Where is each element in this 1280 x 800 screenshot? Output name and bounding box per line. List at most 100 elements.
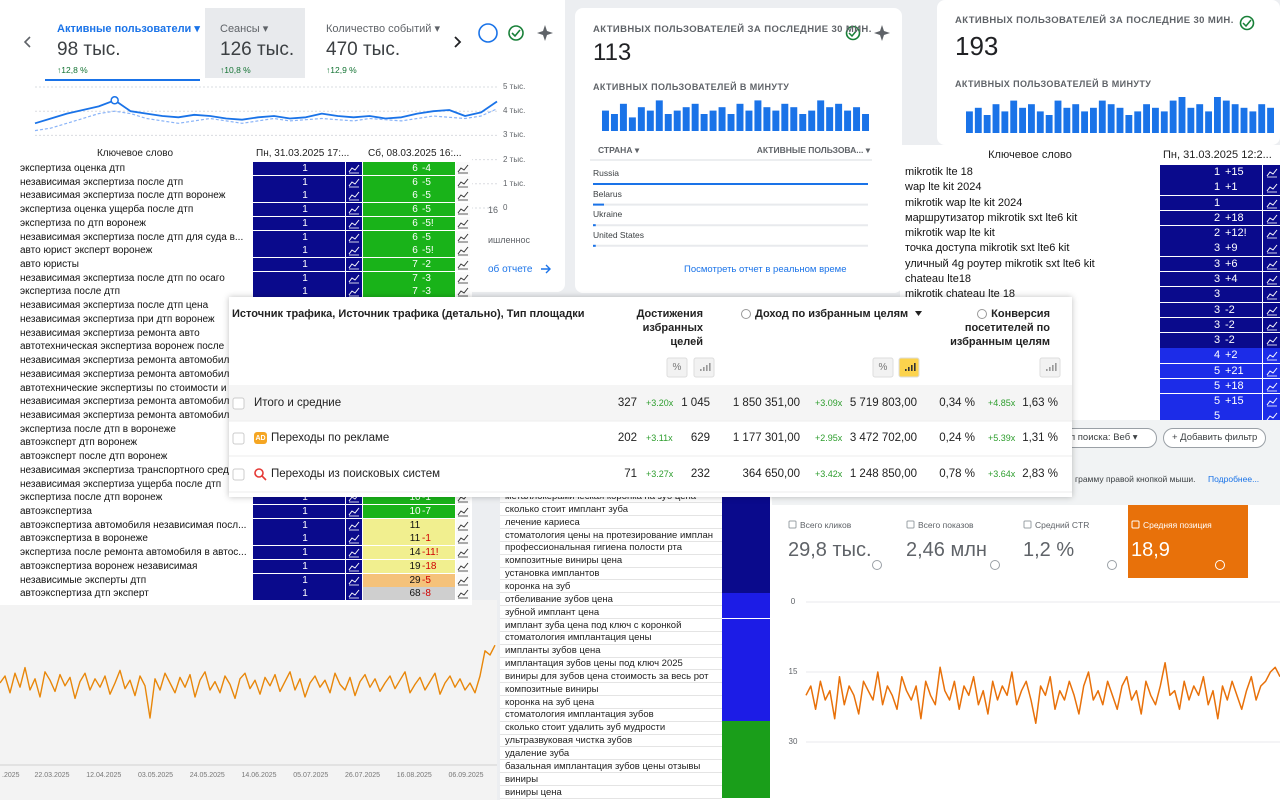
bar	[1134, 111, 1142, 133]
percent-toggle[interactable]	[872, 357, 894, 378]
x-tick-label: 26.07.2025	[344, 772, 381, 779]
bar	[593, 224, 596, 227]
graphic	[457, 164, 469, 174]
bar	[1090, 107, 1097, 133]
keyword-cell: автотехнические экспертизы по стоимости …	[20, 382, 252, 396]
line-series	[34, 108, 498, 132]
position: 7	[412, 272, 418, 284]
keyword: сколько стоит удалить зуб мудрости	[505, 722, 666, 734]
tab-label: Активные пользователи ▾	[57, 23, 200, 35]
position: 1	[302, 176, 308, 188]
keyword: независимая экспертиза транспортного сре…	[20, 464, 229, 476]
column-header: Конверсия	[991, 308, 1050, 320]
row-rule	[500, 605, 722, 606]
position-change: +6	[1225, 257, 1238, 270]
graphic	[23, 8, 553, 274]
trend-cell	[346, 258, 362, 272]
position: 3	[1213, 318, 1221, 331]
bar	[673, 110, 681, 131]
keyword: автоэксперт дтп воронеж	[20, 437, 138, 449]
trend-cell	[346, 175, 362, 189]
cell-value: 1 850 351,00	[732, 397, 800, 409]
position-cell	[363, 546, 455, 560]
keyword: автоэкспертиза	[20, 506, 92, 517]
bar	[853, 107, 861, 131]
position: 1	[1213, 196, 1221, 209]
position-cell	[253, 559, 345, 573]
position-cell	[722, 528, 770, 542]
fragment: 16	[488, 205, 499, 215]
row-checkbox[interactable]	[232, 432, 245, 445]
bars-icon	[709, 363, 711, 371]
bar	[646, 110, 654, 131]
position-cell	[1160, 348, 1262, 363]
trend-icon	[457, 247, 469, 255]
trend-icon	[348, 590, 360, 598]
percent-icon: %	[878, 362, 888, 373]
position: 1	[302, 204, 308, 216]
x-tick-label: 14.06.2025	[241, 772, 277, 779]
graphic	[457, 260, 469, 270]
keyword: независимая экспертиза ремонта автомобил	[20, 396, 230, 408]
check-icon	[845, 25, 861, 41]
position-change: -1	[422, 492, 431, 504]
metric-value: 18,9	[1131, 539, 1170, 561]
trend-cell	[346, 230, 362, 244]
graphic	[348, 562, 360, 572]
x-tick-label: 03.05.2025	[137, 772, 174, 779]
bar	[844, 110, 852, 131]
position-change: +18	[1225, 379, 1244, 392]
graphic	[1266, 413, 1278, 420]
percent-toggle[interactable]	[666, 357, 688, 378]
position-cell	[363, 244, 455, 258]
position-cell	[363, 532, 455, 546]
bar	[1081, 111, 1088, 133]
bar	[727, 114, 735, 131]
metric-label: Средний CTR	[1035, 520, 1090, 530]
row-checkbox[interactable]	[232, 468, 245, 481]
trend-icon	[348, 548, 360, 557]
add-filter-button[interactable]	[1163, 428, 1266, 448]
position: 10	[409, 492, 421, 504]
bar	[772, 110, 780, 131]
trend-icon	[457, 535, 469, 543]
row-rule	[500, 540, 722, 542]
keyword-cell: экспертиза после дтп в воронеже	[20, 423, 252, 437]
keyword-cell: независимая экспертиза ущерба после дтп	[20, 478, 252, 492]
bars-icon	[914, 363, 916, 371]
position-change: +9	[1225, 242, 1238, 255]
graphic	[348, 576, 360, 585]
trend-cell	[456, 258, 470, 272]
ad-badge	[254, 432, 267, 444]
trend-icon	[348, 507, 360, 516]
position: 1	[302, 231, 308, 243]
card-title: АКТИВНЫХ ПОЛЬЗОВАТЕЛЕЙ ЗА ПОСЛЕДНИЕ 30 М…	[955, 15, 1234, 26]
add-filter-label: + Добавить фильтр	[1172, 432, 1258, 443]
bar	[619, 103, 627, 131]
trend-cell	[456, 587, 470, 601]
position: 1	[1213, 181, 1221, 194]
graphic	[1266, 168, 1278, 178]
position: 3	[1213, 303, 1221, 316]
trend-cell	[456, 285, 470, 299]
keyword: независимая экспертиза после дтп по осаг…	[20, 272, 225, 284]
graphic	[457, 590, 469, 599]
row-rule	[500, 643, 722, 645]
position: 1	[302, 245, 308, 257]
cell-value: 327	[617, 397, 637, 409]
position-change: -2	[1225, 303, 1235, 316]
position: 7	[412, 259, 418, 271]
row-rule	[500, 502, 722, 503]
trend-icon	[457, 219, 469, 228]
bar	[1001, 111, 1009, 133]
percent-icon: %	[672, 362, 682, 373]
filter-label: п поиска: Веб ▾	[1070, 432, 1138, 443]
position: 6	[412, 204, 418, 216]
keyword-cell: автотехническая экспертиза воронеж после	[20, 340, 252, 354]
position-cell	[722, 682, 770, 696]
position-cell	[722, 708, 770, 722]
row-checkbox[interactable]	[232, 397, 245, 410]
metric-label: Всего показов	[918, 520, 974, 530]
cell-value: 1,31 %	[1022, 432, 1058, 444]
keyword-cell: экспертиза после дтп воронеж	[20, 491, 252, 505]
